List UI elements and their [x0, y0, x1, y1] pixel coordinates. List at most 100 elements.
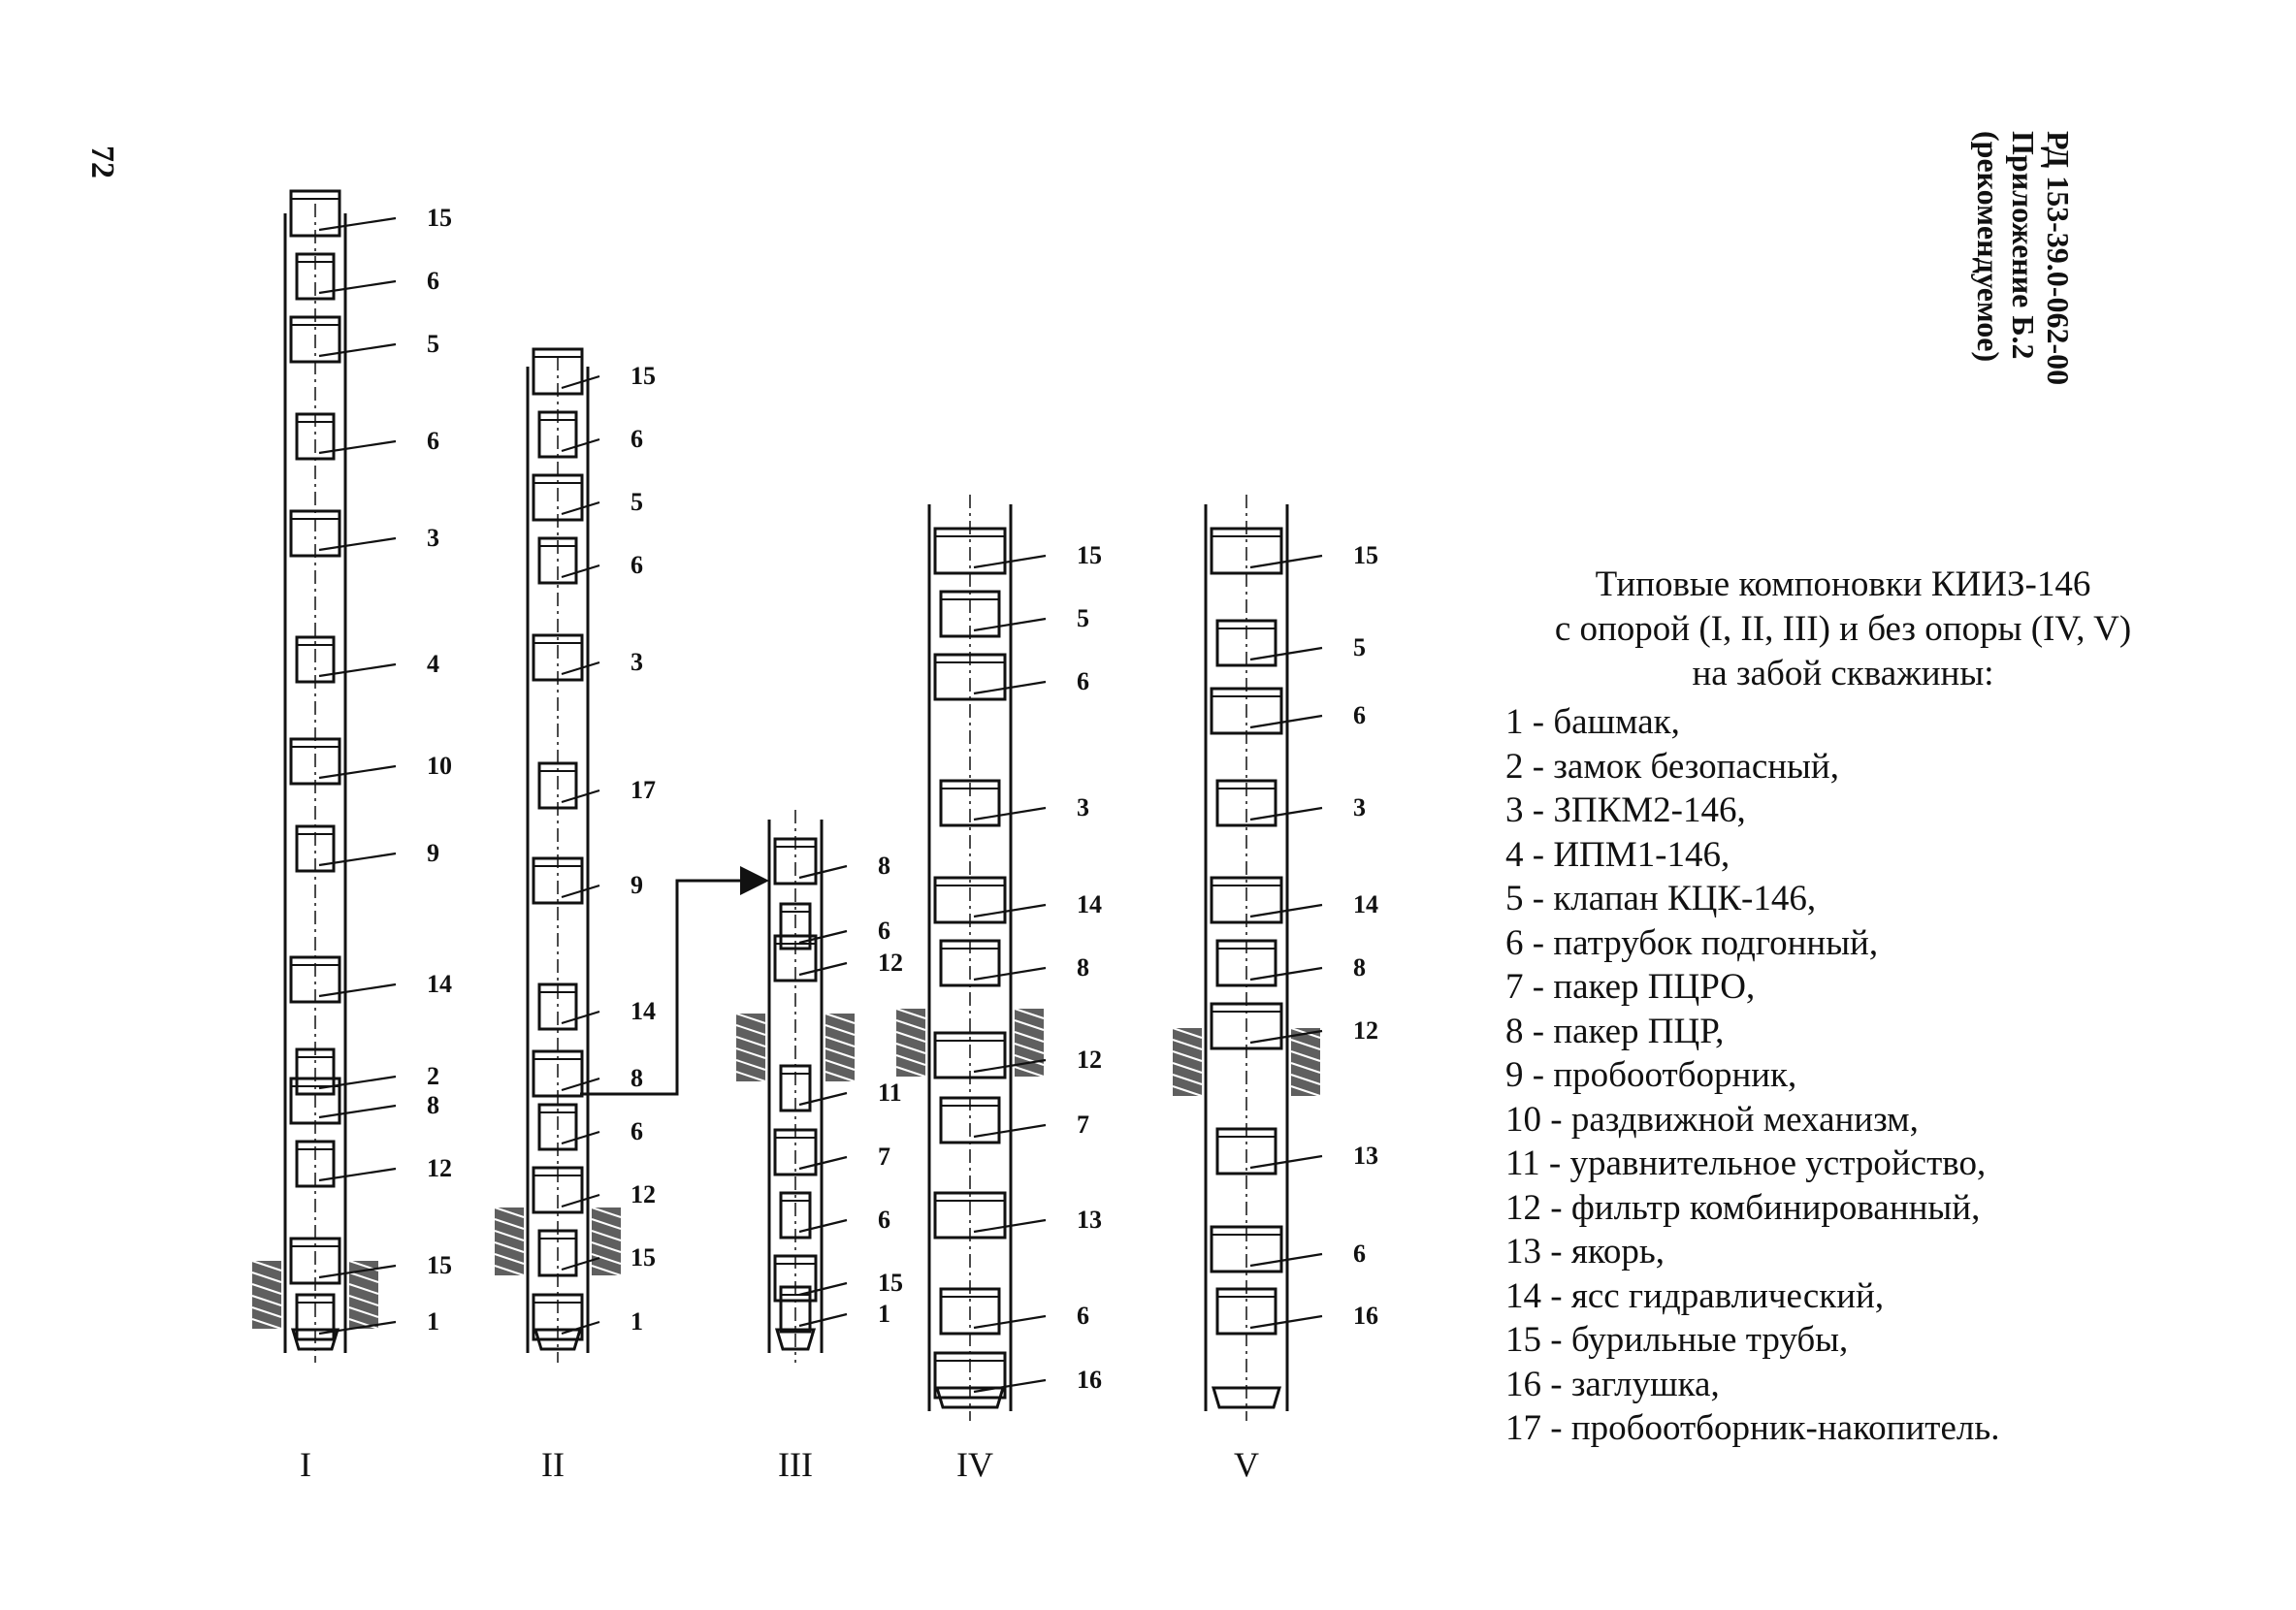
leader-line: [1249, 966, 1323, 982]
legend-title: Типовые компоновки КИИЗ-146 с опорой (I,…: [1465, 563, 2221, 696]
leader-line: [561, 1256, 600, 1272]
leader-line: [973, 806, 1047, 821]
callout-label: 13: [1353, 1142, 1378, 1170]
hatch-stroke: [1172, 1074, 1203, 1085]
legend-item: 10 - раздвижной механизм,: [1505, 1099, 1919, 1140]
callout-label: 2: [427, 1062, 439, 1090]
hatch-stroke: [348, 1295, 379, 1306]
callout-label: 6: [1353, 701, 1366, 729]
callout-label: 15: [631, 1243, 656, 1272]
leader-line: [561, 564, 600, 579]
hatch-stroke: [1014, 1043, 1045, 1054]
tool-segment: [1210, 876, 1283, 924]
hatch-stroke: [1014, 1066, 1045, 1078]
callout-label: 1: [427, 1307, 439, 1336]
callout-label: 8: [631, 1064, 643, 1092]
hatch-stroke: [591, 1230, 622, 1241]
legend-item: 15 - бурильные трубы,: [1505, 1320, 1849, 1360]
leader-line: [973, 1123, 1047, 1139]
assembly-label: V: [1234, 1445, 1259, 1484]
callout-label: 14: [631, 997, 656, 1025]
hatch-stroke: [494, 1207, 525, 1218]
leader-line: [318, 852, 397, 867]
shoe: [533, 1328, 583, 1351]
leader-line: [1249, 1252, 1323, 1268]
assembly-5: 15 5 6 3 14 8 12 13 6 16 V: [1172, 495, 1378, 1484]
callout-label: 15: [1077, 541, 1102, 569]
tool-segment: [933, 876, 1007, 924]
tool-segment: [939, 939, 1001, 987]
hatch-stroke: [895, 1066, 926, 1078]
hatch-stroke: [494, 1265, 525, 1276]
assembly-2: 15 6 5 6 3 17 9 14 8 6 12 15 1 II: [494, 347, 656, 1484]
leader-line: [1249, 1154, 1323, 1170]
callout-label: 3: [427, 524, 439, 552]
callout-label: 5: [427, 330, 439, 358]
leader-line: [973, 680, 1047, 695]
hatch-stroke: [1290, 1074, 1321, 1085]
callout-label: 15: [1353, 541, 1378, 569]
hatch-stroke: [251, 1260, 282, 1272]
leader-line: [561, 437, 600, 453]
hatch-stroke: [895, 1019, 926, 1031]
callout-label: 5: [1353, 633, 1366, 661]
callout-label: 6: [631, 1117, 643, 1145]
tool-segment: [532, 633, 584, 682]
legend-title-line: Типовые компоновки КИИЗ-146: [1595, 564, 2091, 604]
callout-label: 1: [631, 1307, 643, 1336]
tool-segment: [289, 189, 341, 238]
tool-segment: [1210, 1225, 1283, 1273]
assembly-label: II: [541, 1445, 565, 1484]
hatch-stroke: [494, 1241, 525, 1253]
hatch-stroke: [895, 1031, 926, 1043]
leader-line: [561, 1320, 600, 1336]
legend-item: 6 - патрубок подгонный,: [1505, 922, 1879, 963]
legend-item: 11 - уравнительное устройство,: [1505, 1143, 1987, 1183]
hatch-stroke: [1290, 1062, 1321, 1074]
hatch-stroke: [494, 1230, 525, 1241]
tool-segment: [773, 837, 818, 886]
callout-label: 6: [1077, 667, 1089, 695]
leader-line: [1249, 903, 1323, 918]
assembly-label: I: [300, 1445, 311, 1484]
hatch-stroke: [825, 1013, 856, 1024]
hatch-stroke: [895, 1043, 926, 1054]
tool-segment: [295, 635, 336, 684]
leader-line: [318, 1104, 397, 1119]
callout-label: 6: [631, 551, 643, 579]
hatch-stroke: [591, 1207, 622, 1218]
leader-line: [973, 903, 1047, 918]
leader-line: [1249, 554, 1323, 569]
shoe: [290, 1328, 340, 1351]
legend-list: 1 - башмак, 2 - замок безопасный, 3 - ЗП…: [1465, 700, 2221, 1451]
tool-segment: [532, 1293, 584, 1341]
leader-line: [318, 1320, 397, 1336]
tool-segment: [933, 527, 1007, 575]
tool-segment: [295, 412, 336, 461]
hatch-stroke: [1014, 1031, 1045, 1043]
formation-hatch: [1015, 1009, 1044, 1077]
page-number: 72: [84, 145, 120, 178]
leader-line: [561, 660, 600, 676]
leader-line: [318, 982, 397, 998]
leader-line: [318, 1167, 397, 1182]
hatch-stroke: [251, 1306, 282, 1318]
tool-segment: [537, 1103, 578, 1151]
tool-segment: [537, 410, 578, 459]
tool-segment: [1210, 687, 1283, 735]
leader-line: [318, 279, 397, 295]
leader-line: [798, 1281, 848, 1297]
callout-label: 3: [1077, 793, 1089, 821]
shoe: [934, 1386, 1006, 1409]
hatch-stroke: [1014, 1008, 1045, 1019]
callout-label: 14: [427, 970, 452, 998]
hatch-stroke: [825, 1059, 856, 1071]
tool-segment: [295, 824, 336, 873]
callout-label: 6: [427, 267, 439, 295]
tool-segment: [295, 1047, 336, 1096]
tool-segment: [295, 252, 336, 301]
callout-label: 7: [1077, 1111, 1089, 1139]
leader-line: [973, 1058, 1047, 1074]
tool-segment: [537, 761, 578, 810]
leader-line: [973, 1378, 1047, 1394]
